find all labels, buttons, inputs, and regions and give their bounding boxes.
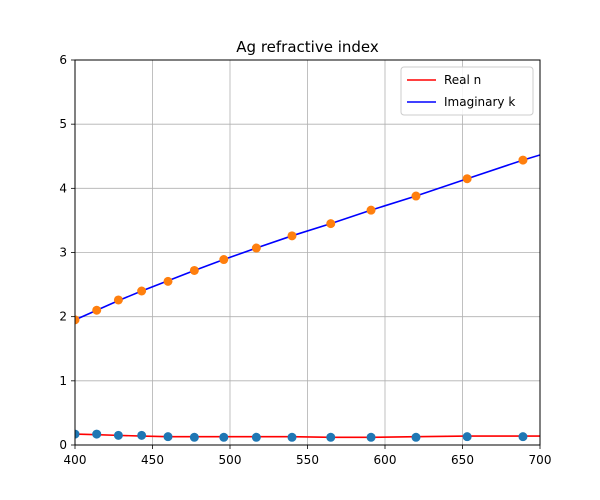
y-tick-label: 3 xyxy=(59,246,67,260)
scatter-point-3 xyxy=(92,305,102,315)
scatter-point-2 xyxy=(411,432,421,442)
scatter-point-2 xyxy=(219,432,229,442)
scatter-point-2 xyxy=(92,429,102,439)
scatter-point-3 xyxy=(326,219,336,229)
scatter-point-3 xyxy=(75,315,80,325)
scatter-point-2 xyxy=(287,432,297,442)
scatter-point-3 xyxy=(219,255,229,265)
scatter-point-3 xyxy=(113,295,123,305)
axes: 400 450 500 550 600 650 700 0 1 2 3 4 5 6 xyxy=(59,53,551,467)
scatter-point-2 xyxy=(137,430,147,440)
scatter-point-2 xyxy=(518,432,528,442)
legend-label: Imaginary k xyxy=(444,95,515,109)
y-tick-label: 1 xyxy=(59,374,67,388)
scatter-point-2 xyxy=(113,430,123,440)
x-tick-label: 600 xyxy=(374,453,397,467)
x-tick-label: 550 xyxy=(296,453,319,467)
scatter-point-3 xyxy=(411,191,421,201)
scatter-point-2 xyxy=(366,432,376,442)
y-tick-label: 4 xyxy=(59,181,67,195)
y-tick-label: 5 xyxy=(59,117,67,131)
scatter-point-3 xyxy=(366,205,376,215)
y-tick-label: 2 xyxy=(59,310,67,324)
y-tick-label: 0 xyxy=(59,438,67,452)
scatter-point-2 xyxy=(189,432,199,442)
x-tick-label: 650 xyxy=(451,453,474,467)
scatter-point-3 xyxy=(287,231,297,241)
scatter-point-2 xyxy=(251,432,261,442)
scatter-point-3 xyxy=(163,276,173,286)
scatter-point-3 xyxy=(137,286,147,296)
x-tick-label: 700 xyxy=(529,453,552,467)
y-tick-label: 6 xyxy=(59,53,67,67)
scatter-point-3 xyxy=(251,243,261,253)
x-tick-label: 500 xyxy=(219,453,242,467)
scatter-point-2 xyxy=(75,429,80,439)
x-tick-label: 450 xyxy=(141,453,164,467)
scatter-point-2 xyxy=(163,432,173,442)
x-tick-label: 400 xyxy=(64,453,87,467)
legend: Real n Imaginary k xyxy=(400,66,534,116)
scatter-point-2 xyxy=(326,432,336,442)
grid xyxy=(74,59,541,446)
legend-label: Real n xyxy=(444,73,481,87)
legend-box xyxy=(400,66,534,116)
scatter-point-3 xyxy=(189,265,199,275)
scatter-point-2 xyxy=(462,432,472,442)
scatter-point-3 xyxy=(518,155,528,165)
scatter-point-3 xyxy=(462,174,472,184)
plot-area xyxy=(75,154,540,442)
chart-title: Ag refractive index xyxy=(236,38,379,56)
